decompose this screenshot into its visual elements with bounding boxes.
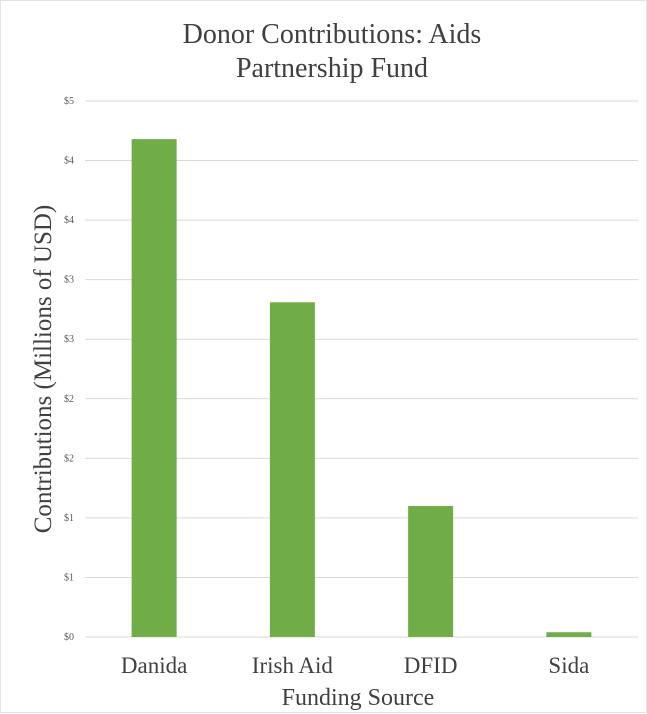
x-axis-label: Funding Source — [282, 685, 435, 711]
gridlines — [85, 100, 638, 638]
x-axis-ticks: Danida Irish Aid DFID Sida — [121, 653, 589, 678]
bar-sida — [546, 632, 592, 637]
bar-danida — [131, 139, 177, 638]
y-tick-label: $4 — [64, 156, 74, 167]
y-tick-label: $1 — [64, 572, 74, 583]
x-tick-label: Danida — [121, 653, 187, 678]
y-tick-label: $3 — [64, 275, 74, 286]
y-tick-label: $3 — [64, 334, 74, 345]
chart-title: Donor Contributions: Aids Partnership Fu… — [183, 19, 482, 84]
y-tick-label: $4 — [64, 215, 74, 226]
x-tick-label: DFID — [404, 653, 458, 678]
y-tick-label: $1 — [64, 513, 74, 524]
bar-dfid — [408, 505, 454, 637]
bars — [131, 139, 592, 638]
bar-irish-aid — [269, 302, 315, 637]
chart-title-line-1: Donor Contributions: Aids — [183, 19, 482, 50]
x-tick-label: Sida — [548, 653, 589, 678]
x-tick-label: Irish Aid — [252, 653, 334, 678]
y-tick-label: $2 — [64, 453, 74, 464]
y-tick-label: $0 — [64, 632, 74, 643]
y-axis-ticks: $0 $1 $1 $2 $2 $3 $3 $4 $4 $5 — [64, 96, 74, 643]
y-axis-label: Contributions (Millions of USD) — [30, 205, 57, 534]
chart-title-line-2: Partnership Fund — [236, 53, 428, 84]
y-tick-label: $2 — [64, 394, 74, 405]
y-tick-label: $5 — [64, 96, 74, 107]
